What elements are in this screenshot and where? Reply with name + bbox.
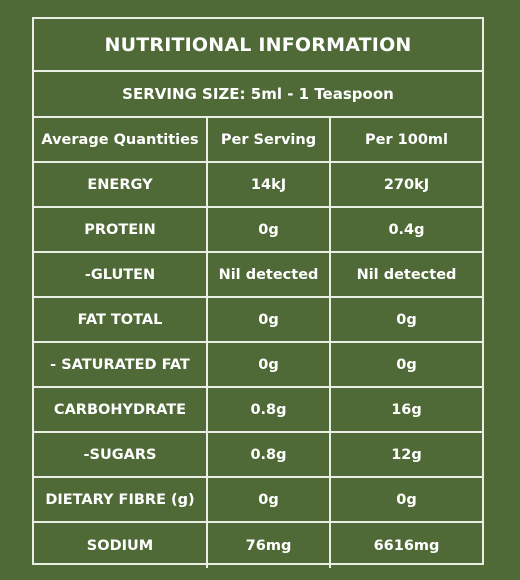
header-per-100ml: Per 100ml [364, 131, 448, 148]
serving-size: SERVING SIZE: 5ml - 1 Teaspoon [34, 72, 482, 118]
per-serving-value: Nil detected [208, 253, 331, 296]
nutrition-panel: NUTRITIONAL INFORMATION SERVING SIZE: 5m… [32, 17, 484, 568]
header-average-quantities: Average Quantities [34, 118, 208, 161]
nutrient-label: CARBOHYDRATE [34, 388, 208, 431]
per-serving-value: 0g [208, 343, 331, 386]
table-row: DIETARY FIBRE (g) 0g 0g [34, 478, 482, 523]
per-serving-value: 0g [208, 298, 331, 341]
table-header-row: Average Quantities Per Serving Per 100ml [34, 118, 482, 163]
per-100ml-value: 12g [391, 446, 422, 463]
per-100ml-value: 270kJ [383, 176, 430, 193]
per-100ml-value: 0g [396, 356, 417, 373]
nutrition-table: Average Quantities Per Serving Per 100ml… [34, 118, 482, 568]
per-100ml-value: 0.4g [388, 221, 425, 238]
nutrient-label: SODIUM [34, 523, 208, 568]
per-100ml-value: 16g [391, 401, 422, 418]
per-100ml-value: 0g [396, 311, 417, 328]
per-serving-value: 0g [208, 478, 331, 521]
per-100ml-value: 6616mg [373, 537, 440, 554]
per-serving-value: 0.8g [208, 433, 331, 476]
nutrient-label: FAT TOTAL [34, 298, 208, 341]
table-row: CARBOHYDRATE 0.8g 16g [34, 388, 482, 433]
table-row: - SATURATED FAT 0g 0g [34, 343, 482, 388]
per-serving-value: 14kJ [208, 163, 331, 206]
header-per-serving: Per Serving [208, 118, 331, 161]
nutrient-label: PROTEIN [34, 208, 208, 251]
nutrient-label: DIETARY FIBRE (g) [34, 478, 208, 521]
table-row: SODIUM 76mg 6616mg [34, 523, 482, 568]
nutrient-label: - SATURATED FAT [34, 343, 208, 386]
per-serving-value: 0g [208, 208, 331, 251]
per-100ml-value: 0g [396, 491, 417, 508]
per-serving-value: 76mg [208, 523, 331, 568]
per-100ml-value: Nil detected [356, 266, 457, 283]
table-row: -SUGARS 0.8g 12g [34, 433, 482, 478]
nutrient-label: ENERGY [34, 163, 208, 206]
table-row: FAT TOTAL 0g 0g [34, 298, 482, 343]
panel-title: NUTRITIONAL INFORMATION [34, 19, 482, 72]
per-serving-value: 0.8g [208, 388, 331, 431]
table-row: PROTEIN 0g 0.4g [34, 208, 482, 253]
nutrient-label: -SUGARS [34, 433, 208, 476]
table-row: -GLUTEN Nil detected Nil detected [34, 253, 482, 298]
nutrient-label: -GLUTEN [34, 253, 208, 296]
table-row: ENERGY 14kJ 270kJ [34, 163, 482, 208]
